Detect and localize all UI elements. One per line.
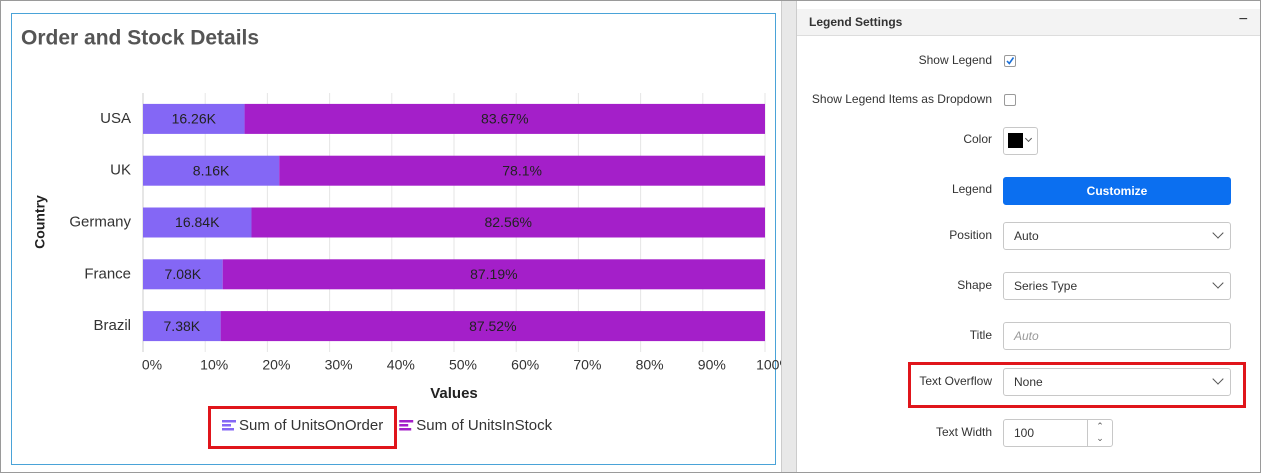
data-label: 78.1% [502,162,542,178]
x-tick-label: 30% [325,357,353,373]
data-label: 83.67% [481,111,528,127]
data-label: 7.38K [164,318,201,334]
bar-segment [143,207,252,238]
color-swatch [1008,133,1023,148]
chevron [1024,134,1033,143]
x-tick-label: 80% [636,357,664,373]
chart: Order and Stock Details Country Values 0… [21,27,781,434]
data-label: 87.52% [469,318,516,334]
bar-segment [279,155,765,186]
bar-segment [251,207,765,238]
splitter[interactable] [781,1,797,472]
setting-label: Show Legend Items as Dropdown [811,92,992,106]
chart-title: Order and Stock Details [21,27,259,50]
checkbox[interactable] [1004,94,1016,106]
x-tick-label: 60% [511,357,539,373]
setting-label: Text Width [935,425,992,439]
legend-icon [399,420,414,423]
legend-icon [399,424,409,427]
legend-icon [399,428,412,431]
bar-segment [143,311,221,342]
legend-icon [222,424,231,427]
y-tick-label: UK [110,162,131,179]
customize-button[interactable]: Customize [1003,177,1231,205]
data-label: 16.84K [175,214,220,230]
bar-segment [244,103,765,134]
bar-segment [143,259,223,290]
bar-segment [143,103,245,134]
legend-icon [222,428,234,431]
x-axis-title: Values [430,385,478,402]
panel-header[interactable]: Legend Settings − [797,9,1260,36]
data-label: 16.26K [172,111,217,127]
highlight-box [908,362,1246,408]
x-tick-label: 50% [449,357,477,373]
chevron [1212,227,1224,239]
y-tick-label: France [84,265,131,282]
text-input[interactable]: Auto [1003,322,1231,350]
chevron [1212,277,1224,289]
data-label: 8.16K [193,162,230,178]
dropdown[interactable]: Auto [1003,222,1231,250]
panel-title: Legend Settings [809,15,903,29]
number-input[interactable]: 100 ⌃ ⌄ [1003,419,1113,447]
y-axis-title: Country [32,195,48,249]
spinner-buttons[interactable]: ⌃ ⌄ [1087,420,1112,446]
check-mark [1006,57,1015,65]
data-label: 7.08K [165,266,202,282]
x-tick-label: 20% [262,357,290,373]
legend-entry: Sum of UnitsInStock [416,417,552,434]
bar-segment [143,155,280,186]
setting-label: Shape [957,278,992,292]
bar-segment [220,311,765,342]
x-tick-label: 70% [573,357,601,373]
checkbox[interactable] [1004,55,1016,67]
x-tick-label: 40% [387,357,415,373]
x-tick-label: 0% [142,357,162,373]
collapse-button[interactable]: − [1238,11,1248,28]
x-tick-label: 100% [756,357,781,373]
setting-label: Position [949,228,992,242]
setting-label: Color [963,132,992,146]
data-label: 82.56% [484,214,531,230]
setting-label: Text Overflow [919,374,992,388]
legend-entry: Sum of UnitsOnOrder [239,417,383,434]
dropdown[interactable]: Series Type [1003,272,1231,300]
x-tick-label: 10% [200,357,228,373]
y-tick-label: Brazil [93,317,131,334]
bar-segment [222,259,765,290]
dropdown[interactable]: None [1003,368,1231,396]
setting-label: Show Legend [918,53,992,67]
highlight-box [208,406,397,449]
y-tick-label: USA [100,110,131,127]
data-label: 87.19% [470,266,517,282]
legend-icon [222,420,236,423]
chart-frame [11,13,776,465]
y-tick-label: Germany [69,213,131,230]
setting-label: Title [969,328,992,342]
setting-label: Legend [951,182,992,196]
x-tick-label: 90% [698,357,726,373]
color-picker[interactable] [1003,127,1038,155]
